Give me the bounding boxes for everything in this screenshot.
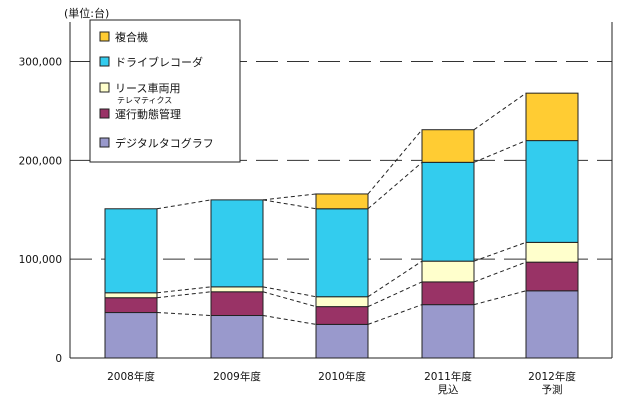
legend-swatch (99, 31, 110, 42)
connector-line (262, 193, 317, 201)
x-tick-label: 2012年度 (528, 370, 576, 383)
unit-label: (単位:台) (64, 6, 109, 20)
connector-line (367, 129, 423, 195)
legend-label: 運行動態管理 (115, 107, 181, 121)
connector-line (262, 291, 317, 308)
x-tick-label: 2011年度 (424, 370, 472, 383)
bar-segment (104, 312, 158, 359)
legend-box (89, 19, 241, 163)
connector-line (473, 261, 527, 283)
bar-segment (421, 260, 475, 283)
bar-segment (525, 290, 579, 359)
legend-label: リース車両用 (115, 81, 180, 95)
bar-segment (421, 161, 475, 262)
connector-line (262, 286, 317, 298)
connector-line (473, 241, 527, 262)
connector-line (156, 291, 212, 299)
connector-line (367, 161, 423, 210)
bar-segment (210, 286, 264, 293)
bar-segment (315, 208, 369, 298)
connector-line (367, 304, 423, 325)
y-tick-label: 200,000 (19, 155, 62, 167)
bar-segment (525, 261, 579, 292)
bar-segment (315, 193, 369, 210)
bar-segment (421, 281, 475, 306)
legend-sublabel: テレマティクス (117, 96, 172, 105)
axes: 0 100,000 200,000 300,000 2008年度 2009年度 2010年度… (19, 22, 613, 396)
x-tick-label: 見込 (438, 384, 459, 396)
legend-swatch (99, 56, 110, 67)
connector-line (262, 199, 317, 210)
x-tick-label: 2008年度 (107, 370, 155, 383)
bar-segment (315, 306, 369, 325)
bar-segment (525, 241, 579, 263)
bar-segment (315, 323, 369, 359)
gridlines (70, 61, 612, 260)
x-tick-label: 2010年度 (318, 370, 366, 383)
legend-label: デジタルタコグラフ (115, 136, 214, 150)
bar-segment (525, 140, 579, 243)
connector-line (156, 312, 212, 317)
connector-line (473, 92, 527, 131)
bar-segment (210, 315, 264, 359)
connector-lines (156, 92, 527, 325)
connector-line (367, 281, 423, 308)
legend-label: 複合機 (115, 30, 148, 44)
y-tick-label: 0 (55, 353, 62, 365)
bar-segment (210, 199, 264, 288)
connector-line (156, 286, 212, 294)
x-tick-label: 2009年度 (213, 370, 261, 383)
connector-line (262, 315, 317, 325)
bar-segment (421, 129, 475, 163)
legend-swatch (99, 137, 110, 148)
bar-segment (210, 291, 264, 317)
connector-line (367, 260, 423, 298)
connector-line (473, 290, 527, 306)
bar-segment (104, 297, 158, 314)
y-tick-label: 300,000 (19, 57, 62, 69)
bar-segment (104, 208, 158, 294)
y-tick-label: 100,000 (19, 254, 62, 266)
connector-line (473, 140, 527, 163)
x-tick-label: 予測 (542, 383, 563, 396)
bar-segment (315, 296, 369, 308)
legend-swatch (99, 82, 110, 93)
bar-segment (525, 92, 579, 142)
bar-segment (421, 304, 475, 359)
connector-line (156, 199, 212, 210)
legend-swatch (99, 108, 110, 119)
bar-segment (104, 292, 158, 299)
bars (104, 92, 579, 359)
legend-label: ドライブレコーダ (115, 55, 203, 69)
